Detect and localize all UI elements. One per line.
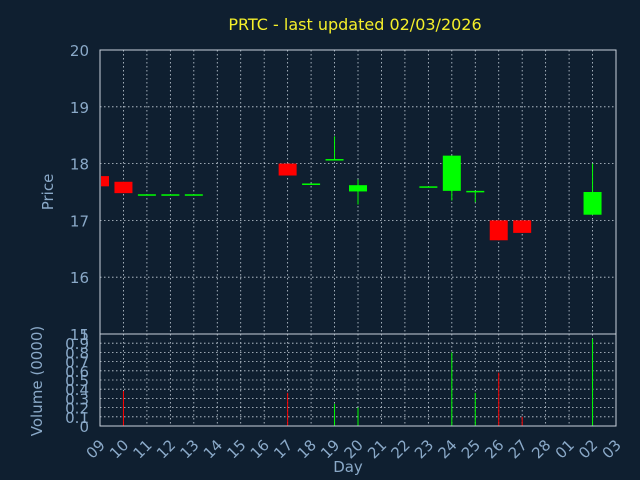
candle-25 (466, 190, 485, 203)
volume-y-tick-label: 0.3 (65, 390, 89, 408)
price-y-tick-label: 18 (70, 156, 89, 174)
x-tick-label: 26 (481, 436, 507, 462)
x-tick-label: 22 (388, 436, 414, 462)
x-tick-label: 09 (83, 436, 109, 462)
candle-18 (302, 183, 321, 185)
candle-27 (513, 220, 532, 233)
candle-body (466, 190, 485, 193)
volume-y-tick-label: 0.8 (65, 344, 89, 362)
chart-title: PRTC - last updated 02/03/2026 (228, 15, 481, 34)
candle-body (101, 176, 109, 187)
candle-body (419, 186, 438, 188)
price-y-tick-label: 17 (70, 212, 89, 230)
volume-bars (122, 338, 594, 426)
candle-17 (278, 163, 297, 176)
candle-23 (419, 186, 438, 188)
candle-body (114, 181, 133, 194)
volume-panel-frame (99, 333, 617, 427)
x-tick-label: 17 (270, 436, 296, 462)
x-tick-label: 01 (552, 436, 578, 462)
x-tick-label: 27 (505, 436, 531, 462)
x-tick-label: 28 (528, 436, 554, 462)
candle-12 (161, 194, 180, 196)
candle-13 (184, 194, 203, 196)
candle-body (137, 194, 156, 196)
candle-09 (99, 176, 109, 187)
x-axis-label: Day (333, 458, 363, 476)
x-tick-label: 10 (106, 436, 132, 462)
x-tick-label: 14 (200, 436, 226, 462)
x-tick-label: 15 (223, 436, 249, 462)
price-y-tick-label: 16 (70, 269, 89, 287)
price-y-tick-label: 20 (70, 42, 89, 60)
candle-26 (489, 220, 508, 241)
volume-y-tick-label: 0.1 (65, 409, 89, 427)
x-tick-label: 18 (294, 436, 320, 462)
x-tick-label: 11 (130, 436, 156, 462)
candle-body (184, 194, 203, 196)
x-tick-label: 03 (599, 436, 625, 462)
candle-24 (442, 155, 461, 201)
x-tick-label: 12 (153, 436, 179, 462)
candle-body (513, 220, 532, 233)
candle-19 (325, 136, 344, 161)
price-axis-label: Price (39, 174, 57, 211)
volume-y-tick-label: 1 (79, 326, 89, 344)
x-tick-label: 25 (458, 436, 484, 462)
price-panel-grid (99, 49, 617, 335)
candle-body (442, 155, 461, 191)
candle-body (325, 159, 344, 161)
x-tick-label: 13 (176, 436, 202, 462)
volume-y-ticks: 00.10.20.30.40.50.60.70.80.91 (65, 326, 89, 436)
price-y-ticks: 15 16 17 18 19 20 (70, 42, 89, 344)
x-tick-label: 24 (434, 436, 460, 462)
price-y-tick-label: 15 (70, 326, 89, 344)
candle-10 (114, 181, 133, 194)
volume-y-tick-label: 0.2 (65, 400, 89, 418)
volume-y-tick-label: 0.6 (65, 363, 89, 381)
volume-y-tick-label: 0.5 (65, 372, 89, 390)
volume-axis-label: Volume (0000) (28, 326, 46, 436)
x-tick-label: 02 (575, 436, 601, 462)
price-y-tick-label: 19 (70, 99, 89, 117)
x-tick-label: 21 (364, 436, 390, 462)
volume-y-tick-label: 0.9 (65, 335, 89, 353)
candle-02 (583, 163, 602, 215)
candle-20 (349, 179, 367, 205)
price-candles (99, 136, 602, 241)
volume-y-tick-label: 0 (79, 418, 89, 436)
volume-y-tick-label: 0.4 (65, 381, 89, 399)
candle-body (349, 185, 367, 192)
candle-11 (137, 194, 156, 196)
x-tick-label: 16 (247, 436, 273, 462)
volume-y-tick-label: 0.7 (65, 354, 89, 372)
candle-body (161, 194, 180, 196)
candle-body (302, 183, 321, 185)
candle-body (583, 192, 602, 215)
candle-body (489, 220, 508, 241)
x-tick-label: 23 (411, 436, 437, 462)
candle-body (278, 163, 297, 176)
